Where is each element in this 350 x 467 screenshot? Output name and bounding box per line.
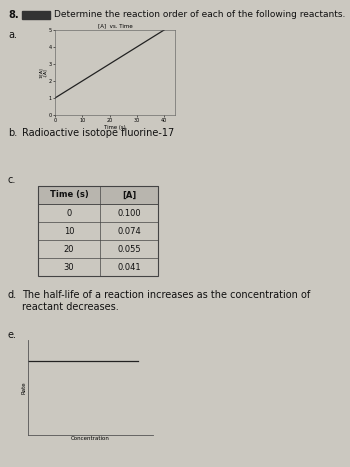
Text: 0.055: 0.055 xyxy=(117,245,141,254)
Text: b.: b. xyxy=(8,128,17,138)
Text: [A]: [A] xyxy=(122,191,136,199)
Text: 30: 30 xyxy=(64,262,74,271)
Text: Time (s): Time (s) xyxy=(50,191,88,199)
Text: Determine the reaction order of each of the following reactants.: Determine the reaction order of each of … xyxy=(54,10,345,19)
Text: 0.100: 0.100 xyxy=(117,208,141,218)
Text: a.: a. xyxy=(8,30,17,40)
X-axis label: Concentration: Concentration xyxy=(71,436,110,441)
Text: e.: e. xyxy=(8,330,17,340)
Text: 0: 0 xyxy=(66,208,72,218)
Text: 10: 10 xyxy=(64,226,74,235)
Text: Radioactive isotope fluorine-17: Radioactive isotope fluorine-17 xyxy=(22,128,174,138)
Text: d.: d. xyxy=(8,290,17,300)
Bar xyxy=(38,186,158,276)
Bar xyxy=(22,11,50,19)
Text: 8.: 8. xyxy=(8,10,19,20)
Text: 20: 20 xyxy=(64,245,74,254)
Title: [A]  vs. Time: [A] vs. Time xyxy=(98,23,132,28)
Y-axis label: Rate: Rate xyxy=(22,381,27,394)
Bar xyxy=(38,186,158,204)
X-axis label: Time (s): Time (s) xyxy=(104,125,126,130)
Text: c.: c. xyxy=(8,175,16,185)
Y-axis label: 1/[A]
–[A]: 1/[A] –[A] xyxy=(38,67,47,78)
Text: 0.041: 0.041 xyxy=(117,262,141,271)
Text: The half-life of a reaction increases as the concentration of reactant decreases: The half-life of a reaction increases as… xyxy=(22,290,310,311)
Text: 0.074: 0.074 xyxy=(117,226,141,235)
